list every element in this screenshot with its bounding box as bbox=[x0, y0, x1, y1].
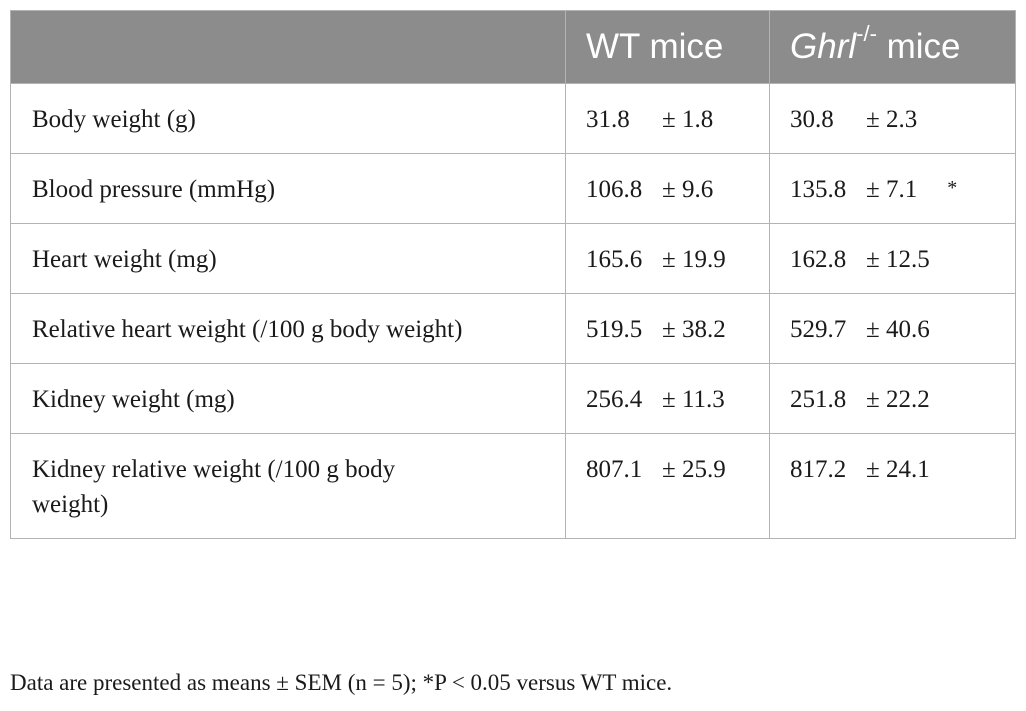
wt-value: 256.4 ± 11.3 bbox=[565, 363, 770, 434]
ko-value: 162.8 ± 12.5 bbox=[769, 223, 1016, 294]
wt-value: 165.6 ± 19.9 bbox=[565, 223, 770, 294]
ko-mean: 251.8 bbox=[790, 386, 847, 413]
wt-sem: ± 19.9 bbox=[662, 246, 726, 273]
ko-value: 135.8 ± 7.1 * bbox=[769, 153, 1016, 224]
row-label: Heart weight (mg) bbox=[10, 223, 566, 294]
ko-value: 817.2 ± 24.1 bbox=[769, 433, 1016, 539]
table-row: Body weight (g) 31.8 ± 1.8 30.8 ± 2.3 bbox=[10, 83, 1016, 154]
header-variable bbox=[10, 10, 566, 84]
table-footnote: Data are presented as means ± SEM (n = 5… bbox=[10, 670, 673, 695]
significance-marker: * bbox=[947, 177, 958, 199]
wt-mean: 807.1 bbox=[586, 456, 643, 483]
wt-sem: ± 1.8 bbox=[662, 106, 714, 133]
wt-value: 31.8 ± 1.8 bbox=[565, 83, 770, 154]
wt-mean: 31.8 bbox=[586, 106, 630, 133]
wt-sem: ± 25.9 bbox=[662, 456, 726, 483]
header-ghrl-gene: Ghrl bbox=[790, 27, 857, 66]
header-ghrl-genotype: -/- bbox=[856, 21, 877, 47]
ko-mean: 162.8 bbox=[790, 246, 847, 273]
header-wt-mice: WT mice bbox=[565, 10, 770, 84]
header-row: WT mice Ghrl-/- mice bbox=[10, 10, 1016, 84]
ko-sem: ± 7.1 bbox=[866, 176, 918, 203]
wt-value: 519.5 ± 38.2 bbox=[565, 293, 770, 364]
wt-sem: ± 38.2 bbox=[662, 316, 726, 343]
ko-sem: ± 40.6 bbox=[866, 316, 930, 343]
table-row: Relative heart weight (/100 g body weigh… bbox=[10, 293, 1016, 364]
table-row: Blood pressure (mmHg) 106.8 ± 9.6 135.8 ± … bbox=[10, 153, 1016, 224]
ko-value: 251.8 ± 22.2 bbox=[769, 363, 1016, 434]
row-label: Body weight (g) bbox=[10, 83, 566, 154]
wt-mean: 256.4 bbox=[586, 386, 643, 413]
table-row: Heart weight (mg) 165.6 ± 19.9 162.8 ± 12.… bbox=[10, 223, 1016, 294]
ko-mean: 817.2 bbox=[790, 456, 847, 483]
wt-mean: 165.6 bbox=[586, 246, 643, 273]
wt-sem: ± 9.6 bbox=[662, 176, 714, 203]
wt-sem: ± 11.3 bbox=[662, 386, 725, 413]
row-label: Kidney relative weight (/100 g body weig… bbox=[10, 433, 566, 539]
ko-value: 529.7 ± 40.6 bbox=[769, 293, 1016, 364]
ko-value: 30.8 ± 2.3 bbox=[769, 83, 1016, 154]
ko-mean: 529.7 bbox=[790, 316, 847, 343]
ko-sem: ± 2.3 bbox=[866, 106, 918, 133]
table-row: Kidney relative weight (/100 g body weig… bbox=[10, 433, 1016, 539]
wt-mean: 106.8 bbox=[586, 176, 643, 203]
row-label: Kidney weight (mg) bbox=[10, 363, 566, 434]
ko-sem: ± 22.2 bbox=[866, 386, 930, 413]
row-label: Blood pressure (mmHg) bbox=[10, 153, 566, 224]
wt-value: 807.1 ± 25.9 bbox=[565, 433, 770, 539]
ko-sem: ± 24.1 bbox=[866, 456, 930, 483]
row-label: Relative heart weight (/100 g body weigh… bbox=[10, 293, 566, 364]
header-ghrl-mice: Ghrl-/- mice bbox=[769, 10, 1016, 84]
wt-value: 106.8 ± 9.6 bbox=[565, 153, 770, 224]
table-row: Kidney weight (mg) 256.4 ± 11.3 251.8 ± 22… bbox=[10, 363, 1016, 434]
ko-mean: 30.8 bbox=[790, 106, 834, 133]
ko-mean: 135.8 bbox=[790, 176, 847, 203]
wt-mean: 519.5 bbox=[586, 316, 643, 343]
header-ghrl-suffix: mice bbox=[876, 27, 961, 66]
table-header: WT mice Ghrl-/- mice bbox=[10, 10, 1016, 84]
table-body: Body weight (g) 31.8 ± 1.8 30.8 ± 2.3 Bloo… bbox=[10, 83, 1016, 539]
data-table: WT mice Ghrl-/- mice Body weight (g) 31.… bbox=[10, 10, 1016, 539]
ko-sem: ± 12.5 bbox=[866, 246, 930, 273]
